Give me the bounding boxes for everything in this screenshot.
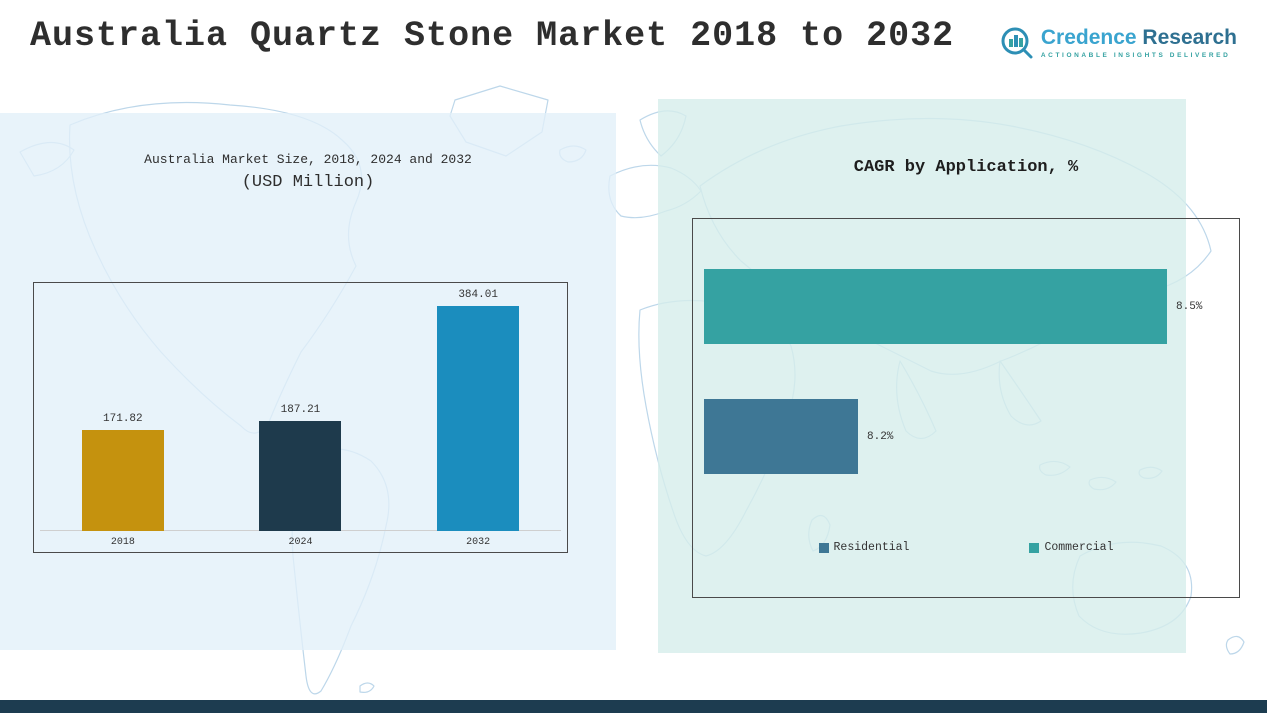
logo-name-research: Research: [1136, 26, 1237, 49]
cagr-bar-chart: 8.5% 8.2% Residential Commercial: [692, 218, 1240, 598]
x-axis-label: 2018: [110, 537, 135, 548]
market-size-bar-chart: 171.82 187.21 384.01 2018 2024 2032: [33, 282, 568, 553]
legend-item: Commercial: [1029, 541, 1113, 554]
bar-commercial: [704, 269, 1167, 344]
footer-bar: [0, 700, 1267, 713]
market-size-plot: 171.82 187.21 384.01: [34, 289, 567, 531]
market-size-title-line2: (USD Million): [241, 173, 375, 192]
bar-2018: [81, 430, 164, 531]
legend-label: Commercial: [1044, 541, 1114, 554]
bar-value-label: 171.82: [103, 413, 143, 425]
bar-value-label: 8.2%: [867, 430, 894, 443]
market-size-bar-group: 171.82: [81, 413, 164, 531]
market-size-bar-group: 187.21: [259, 404, 342, 531]
legend-swatch: [1029, 542, 1040, 553]
x-axis-label: 2032: [466, 537, 491, 548]
credence-research-logo: Credence Research Actionable Insights De…: [1000, 26, 1237, 60]
logo-text: Credence Research Actionable Insights De…: [1041, 26, 1237, 59]
legend-item: Residential: [818, 541, 910, 554]
x-axis-label: 2024: [288, 537, 313, 548]
legend-label: Residential: [833, 541, 910, 554]
legend-swatch: [818, 542, 829, 553]
bar-value-label: 8.5%: [1176, 300, 1203, 313]
logo-name-credence: Credence: [1040, 26, 1137, 49]
bar-2032: [437, 306, 520, 531]
cagr-chart-title: CAGR by Application, %: [853, 158, 1079, 177]
market-size-title-line1: Australia Market Size, 2018, 2024 and 20…: [144, 152, 472, 167]
logo-name: Credence Research: [1041, 26, 1237, 49]
cagr-legend: Residential Commercial: [693, 541, 1239, 554]
cagr-panel: [658, 99, 1186, 653]
bar-value-label: 384.01: [458, 289, 498, 301]
bar-2024: [259, 421, 342, 531]
bar-residential: [704, 399, 858, 474]
cagr-bar-row: 8.2%: [704, 399, 893, 474]
cagr-bar-row: 8.5%: [704, 269, 1202, 344]
logo-tagline: Actionable Insights Delivered: [1040, 52, 1231, 60]
logo-chart-magnifier-icon: [1001, 27, 1033, 59]
market-size-bar-group: 384.01: [437, 289, 520, 531]
market-size-chart-title: Australia Market Size, 2018, 2024 and 20…: [0, 152, 616, 192]
bar-value-label: 187.21: [280, 404, 321, 416]
market-size-xaxis: 2018 2024 2032: [34, 537, 567, 548]
page-title: Australia Quartz Stone Market 2018 to 20…: [30, 16, 955, 56]
